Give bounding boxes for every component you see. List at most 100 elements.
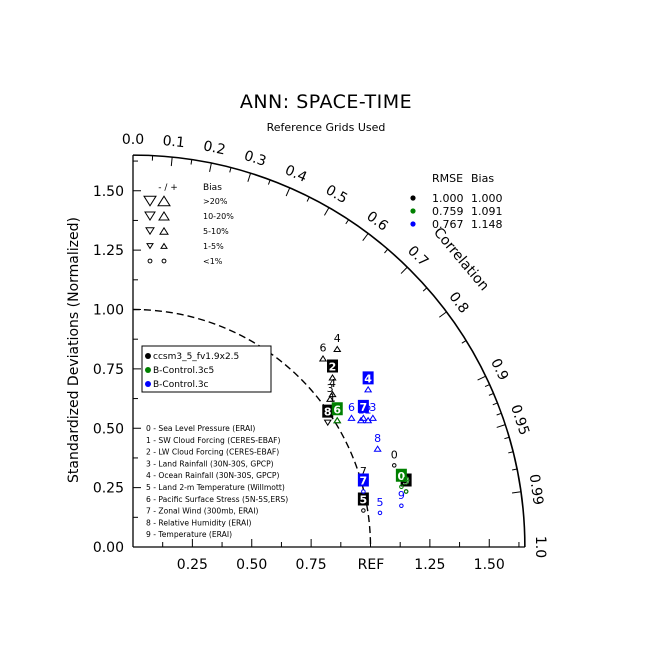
data-point: 7 [357, 473, 369, 494]
data-point: 3 [368, 401, 377, 421]
data-point-label: 5 [377, 496, 384, 509]
y-tick-label: 0.50 [93, 421, 124, 437]
x-tick-label: 1.25 [414, 557, 445, 573]
bias-legend-minus-marker [144, 211, 156, 221]
correlation-tick-label: 0.99 [526, 473, 546, 506]
variable-list-item: 0 - Sea Level Pressure (ERAI) [146, 424, 255, 433]
y-tick-label: 0.00 [93, 540, 124, 556]
data-point-marker [318, 354, 328, 362]
data-point-marker [328, 390, 337, 398]
bias-legend-plus-marker [159, 226, 169, 235]
y-tick-label: 1.25 [93, 243, 124, 259]
data-point-marker [347, 414, 356, 421]
data-point-marker [359, 414, 368, 421]
data-point: 2 [364, 403, 373, 424]
data-point-label: 4 [329, 377, 336, 390]
bias-legend-plus-marker [161, 258, 167, 264]
y-axis-title: Standardized Deviations (Normalized) [66, 217, 82, 483]
data-point-marker [361, 508, 366, 513]
bias-legend-plus-marker [160, 242, 168, 249]
correlation-tick-label: 0.9 [487, 356, 511, 383]
data-point-label: 4 [364, 372, 372, 385]
chart-title: ANN: SPACE-TIME [240, 91, 412, 113]
data-point-label: 1 [358, 403, 365, 416]
variable-list: 0 - Sea Level Pressure (ERAI) 1 - SW Clou… [146, 424, 288, 539]
correlation-minor-tick [422, 287, 428, 292]
variable-list-item: 2 - LW Cloud Forcing (CERES-EBAF) [146, 448, 279, 457]
bias-legend-label: 10-20% [203, 212, 234, 221]
correlation-major-tick [209, 162, 212, 172]
stats-color-dot [410, 208, 416, 214]
y-tick-label: 1.00 [93, 303, 124, 319]
correlation-tick-label: 0.95 [507, 403, 532, 438]
stats-color-dot [410, 195, 416, 201]
data-point-label: 4 [334, 332, 341, 345]
correlation-tick-label: 0.7 [404, 243, 431, 270]
case-legend-label: B-Control.3c [153, 380, 209, 390]
correlation-minor-tick [190, 159, 193, 165]
data-point-label: 8 [324, 406, 332, 419]
data-point-marker [323, 419, 332, 427]
ref-label: REF [358, 557, 385, 573]
bias-legend: - / + Bias >20% 10-20% 5-10% 1-5% <1% [143, 183, 234, 266]
bias-legend-minus-marker [143, 195, 157, 207]
data-point-label: 6 [333, 403, 341, 416]
data-point: 4 [333, 332, 342, 353]
outer-arc [132, 154, 526, 548]
stats-header-rmse: RMSE [432, 172, 463, 185]
chart-subtitle: Reference Grids Used [267, 121, 386, 134]
bias-legend-title: Bias [203, 183, 222, 193]
x-tick-label: 0.25 [177, 557, 208, 573]
correlation-major-tick [496, 424, 506, 428]
variable-list-item: 5 - Land 2-m Temperature (Willmott) [146, 483, 285, 492]
case-legend-dot [145, 367, 151, 373]
data-point: 6 [331, 402, 343, 424]
correlation-minor-tick [484, 384, 490, 388]
data-point-marker [403, 489, 409, 494]
data-point: 2 [327, 359, 338, 381]
data-point-label: 9 [403, 475, 410, 488]
correlation-major-tick [285, 187, 291, 197]
y-axis-ticks: 0.00 0.25 0.50 0.75 1.00 1.25 1.50 [93, 160, 141, 556]
correlation-minor-tick [492, 402, 498, 406]
variable-list-item: 7 - Zonal Wind (300mb, ERAI) [146, 507, 258, 516]
data-point: 6 [318, 342, 328, 362]
case-legend-dot [145, 381, 151, 387]
data-points: 4623418607596094761328759 [318, 332, 412, 516]
correlation-tick-label: 0.2 [202, 138, 227, 158]
data-point-marker [356, 416, 366, 424]
bias-legend-plus-marker [158, 211, 170, 221]
bias-legend-minus-marker [145, 227, 155, 236]
data-point-label: 8 [374, 432, 381, 445]
correlation-tick-label: 0.0 [122, 132, 144, 148]
data-point: 4 [362, 371, 374, 393]
correlation-axis-title: Correlation [430, 225, 492, 294]
variable-list-item: 4 - Ocean Rainfall (30N-30S, GPCP) [146, 471, 279, 480]
data-point: 7 [357, 399, 369, 421]
correlation-tick-label: 0.5 [323, 182, 350, 207]
correlation-tick-label: 0.3 [242, 148, 268, 170]
y-tick-label: 0.75 [93, 362, 124, 378]
bias-legend-label: <1% [203, 257, 223, 266]
data-point: 8 [322, 404, 334, 427]
bias-legend-minus-marker [147, 258, 153, 264]
data-point-label: 3 [369, 401, 376, 414]
data-point-marker [377, 510, 383, 516]
correlation-minor-tick [345, 219, 349, 225]
data-point-label-box [362, 371, 374, 385]
data-point-label: 7 [360, 465, 367, 478]
data-point-label: 0 [391, 448, 398, 461]
data-point-marker [399, 503, 404, 509]
y-tick-label: 1.50 [93, 184, 124, 200]
data-point-label: 7 [360, 475, 368, 488]
data-point-label: 9 [398, 489, 405, 502]
data-point-label: 2 [365, 403, 372, 416]
data-point-label: 7 [360, 401, 368, 414]
correlation-minor-tick [496, 412, 502, 416]
data-point-marker [373, 445, 382, 452]
case-legend-box [141, 345, 272, 393]
data-point: 5 [377, 496, 384, 516]
variable-list-item: 3 - Land Rainfall (30N-30S, GPCP) [146, 459, 274, 468]
